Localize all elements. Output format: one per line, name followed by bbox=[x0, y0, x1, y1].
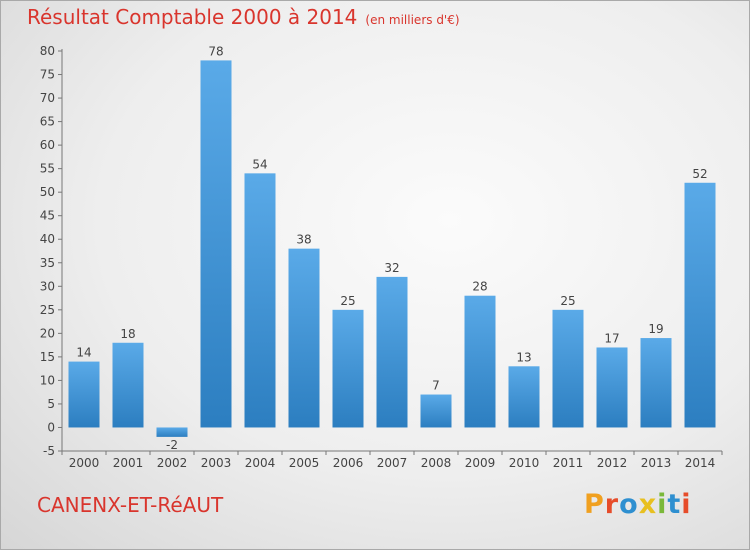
bar-2006 bbox=[332, 309, 364, 428]
bar-2013 bbox=[640, 338, 672, 428]
x-tick-label: 2009 bbox=[465, 456, 496, 470]
logo-letter: P bbox=[584, 489, 605, 520]
data-label-2000: 14 bbox=[76, 346, 91, 360]
data-label-2010: 13 bbox=[516, 350, 531, 364]
x-tick-label: 2006 bbox=[333, 456, 364, 470]
x-tick-label: 2013 bbox=[641, 456, 672, 470]
chart-title: Résultat Comptable 2000 à 2014 (en millie… bbox=[27, 5, 460, 29]
data-label-2001: 18 bbox=[120, 327, 135, 341]
data-label-2009: 28 bbox=[472, 280, 487, 294]
y-tick-label: 35 bbox=[40, 256, 55, 270]
logo-letter: o bbox=[619, 489, 639, 520]
bar-2007 bbox=[376, 276, 408, 428]
x-tick-label: 2005 bbox=[289, 456, 320, 470]
y-tick-label: 25 bbox=[40, 303, 55, 317]
data-label-2003: 78 bbox=[208, 44, 223, 58]
bar-2010 bbox=[508, 366, 540, 428]
unit-label: (en milliers d'€) bbox=[365, 13, 460, 27]
bar-2009 bbox=[464, 295, 496, 428]
y-tick-label: 70 bbox=[40, 91, 55, 105]
x-tick-label: 2001 bbox=[113, 456, 144, 470]
y-tick-label: 65 bbox=[40, 115, 55, 129]
data-label-2007: 32 bbox=[384, 261, 399, 275]
bar-2001 bbox=[112, 342, 144, 428]
bar-2000 bbox=[68, 361, 100, 428]
y-tick-label: 5 bbox=[47, 397, 55, 411]
bars bbox=[68, 60, 716, 437]
x-tick-label: 2003 bbox=[201, 456, 232, 470]
y-tick-label: 30 bbox=[40, 279, 55, 293]
bar-2005 bbox=[288, 248, 320, 428]
y-tick-label: 55 bbox=[40, 162, 55, 176]
y-tick-label: 15 bbox=[40, 350, 55, 364]
logo-letter: x bbox=[638, 489, 658, 520]
data-label-2011: 25 bbox=[560, 294, 575, 308]
data-labels: 14 18 -2 78 54 38 25 32 7 28 13 25 17 19 52 bbox=[76, 44, 707, 451]
data-label-2002: -2 bbox=[166, 438, 178, 452]
bar-2011 bbox=[552, 309, 584, 428]
data-label-2004: 54 bbox=[252, 157, 267, 171]
axes: -5 0 5 10 15 20 25 30 35 40 45 50 55 60 65 70 75 80 2000 20… bbox=[40, 44, 723, 470]
data-label-2012: 17 bbox=[604, 331, 619, 345]
y-tick-label: 50 bbox=[40, 185, 55, 199]
logo-letter: i bbox=[657, 489, 668, 520]
bar-2008 bbox=[420, 394, 452, 428]
y-tick-label: -5 bbox=[43, 444, 55, 458]
logo-letter: i bbox=[681, 489, 692, 520]
logo-letter: t bbox=[667, 489, 682, 520]
y-tick-label: 0 bbox=[47, 420, 55, 434]
data-label-2006: 25 bbox=[340, 294, 355, 308]
proxiti-logo: Proxiti bbox=[584, 489, 692, 520]
data-label-2014: 52 bbox=[692, 167, 707, 181]
x-tick-label: 2010 bbox=[509, 456, 540, 470]
x-tick-label: 2004 bbox=[245, 456, 276, 470]
bar-2014 bbox=[684, 182, 716, 428]
y-tick-label: 40 bbox=[40, 232, 55, 246]
data-label-2013: 19 bbox=[648, 322, 663, 336]
x-tick-label: 2007 bbox=[377, 456, 408, 470]
place-name: CANENX-ET-RéAUT bbox=[37, 493, 224, 517]
x-tick-label: 2014 bbox=[685, 456, 716, 470]
bar-2012 bbox=[596, 347, 628, 428]
data-label-2008: 7 bbox=[432, 379, 440, 393]
y-tick-label: 20 bbox=[40, 326, 55, 340]
x-tick-label: 2011 bbox=[553, 456, 584, 470]
chart-title-text: Résultat Comptable 2000 à 2014 bbox=[27, 5, 358, 29]
x-tick-label: 2008 bbox=[421, 456, 452, 470]
bar-2004 bbox=[244, 173, 276, 428]
bar-2003 bbox=[200, 60, 232, 428]
y-tick-label: 45 bbox=[40, 209, 55, 223]
x-tick-label: 2002 bbox=[157, 456, 188, 470]
x-tick-label: 2012 bbox=[597, 456, 628, 470]
y-tick-label: 80 bbox=[40, 44, 55, 58]
y-tick-label: 10 bbox=[40, 373, 55, 387]
bar-2002 bbox=[156, 427, 188, 437]
data-label-2005: 38 bbox=[296, 233, 311, 247]
logo-letter: r bbox=[604, 489, 620, 520]
x-tick-label: 2000 bbox=[69, 456, 100, 470]
y-tick-label: 60 bbox=[40, 138, 55, 152]
y-tick-label: 75 bbox=[40, 68, 55, 82]
